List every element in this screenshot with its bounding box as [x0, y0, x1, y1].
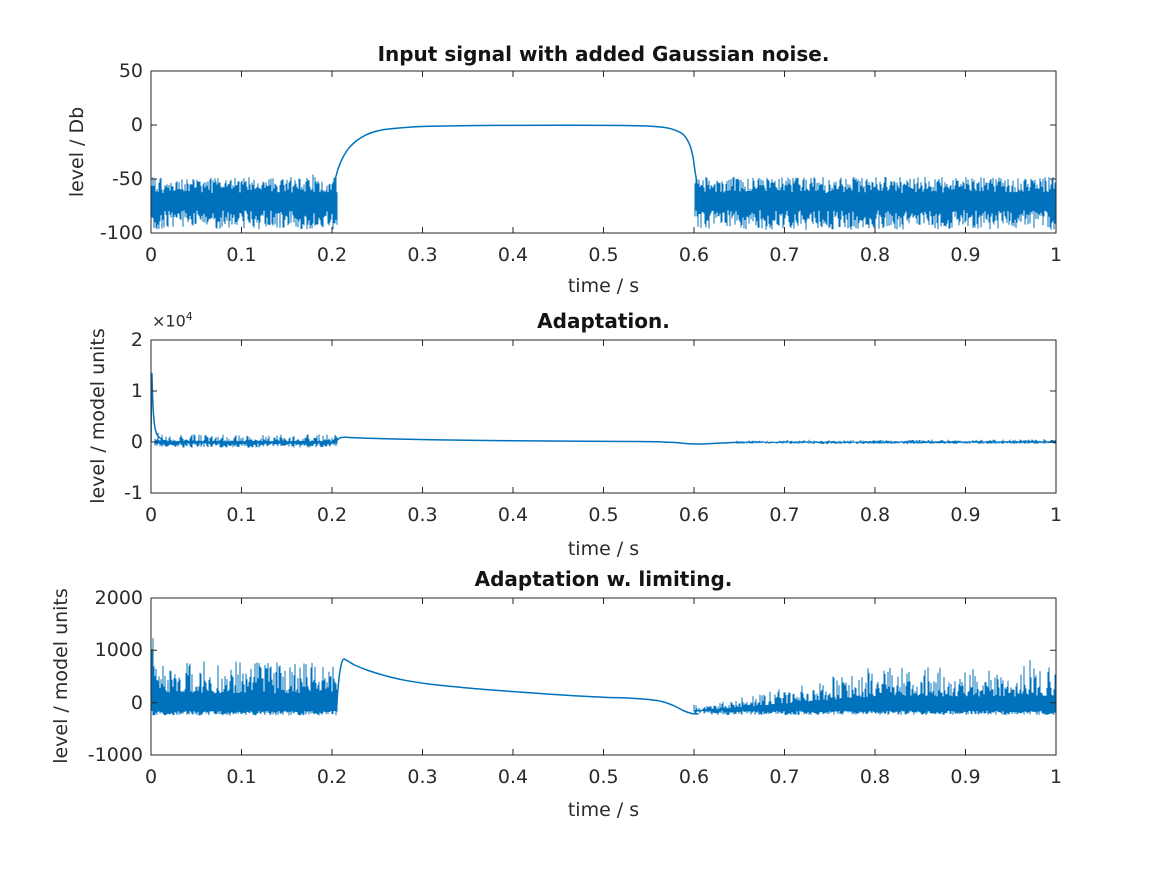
x-tick-label: 0.8	[859, 504, 891, 526]
noise-series	[151, 174, 338, 230]
y-tick-label: 1000	[94, 639, 143, 662]
envelope-curve	[151, 372, 164, 442]
axes-box	[150, 597, 1057, 756]
x-tick-label: 0.8	[859, 244, 891, 266]
y-tick-label: 0	[130, 431, 143, 453]
plot3-series-group	[151, 638, 1056, 716]
y-tick-label: 0	[130, 114, 143, 136]
x-tick-label: 0.1	[226, 244, 257, 266]
x-tick-label: 0.3	[407, 244, 438, 266]
plot2-series-group	[151, 372, 1056, 448]
x-tick-label: 0.3	[407, 504, 438, 526]
x-tick-label: 0.7	[769, 504, 800, 526]
x-tick-label: 0.5	[588, 504, 619, 526]
x-tick-label: 0.6	[678, 244, 710, 266]
plot1-title: Input signal with added Gaussian noise.	[377, 42, 830, 66]
tick-marks	[150, 597, 1057, 756]
noise-series	[151, 638, 338, 716]
y-tick-label: -50	[111, 168, 143, 190]
axes-box	[150, 339, 1057, 494]
y-tick-label: 2	[130, 329, 143, 351]
y-tick-label: -1000	[87, 744, 143, 766]
x-tick-label: 0.9	[950, 244, 981, 266]
x-tick-label: 1	[1049, 504, 1063, 526]
x-tick-label: 0.1	[226, 504, 257, 526]
x-tick-label: 0.6	[678, 766, 710, 788]
x-tick-label: 0.9	[950, 504, 981, 526]
x-tick-label: 0.4	[497, 244, 529, 266]
noise-series	[154, 432, 338, 448]
plot2-ylabel: level / model units	[87, 328, 109, 504]
x-tick-label: 0	[144, 244, 158, 266]
plot3-title: Adaptation w. limiting.	[474, 567, 733, 591]
x-tick-label: 0.9	[950, 766, 981, 788]
x-tick-label: 0.5	[588, 244, 619, 266]
x-tick-label: 1	[1049, 766, 1063, 788]
envelope-curve	[336, 436, 744, 445]
x-tick-label: 0	[144, 504, 158, 526]
plot2-xlabel: time / s	[567, 538, 640, 560]
y-tick-label: 1	[130, 380, 143, 402]
y-tick-label: 50	[118, 60, 143, 82]
tick-marks	[150, 70, 1057, 234]
x-tick-label: 0.4	[497, 766, 529, 788]
x-tick-label: 0.7	[769, 244, 800, 266]
x-tick-label: 1	[1049, 244, 1063, 266]
plot2-title: Adaptation.	[537, 309, 670, 333]
x-tick-label: 0.8	[859, 766, 891, 788]
y-tick-label: 0	[130, 691, 143, 714]
tick-marks	[150, 339, 1057, 494]
x-tick-label: 0.2	[316, 504, 348, 526]
y-tick-label: 2000	[94, 587, 143, 609]
x-tick-label: 0.3	[407, 766, 438, 788]
y-tick-label: -100	[99, 222, 143, 244]
y-tick-label: -1	[124, 482, 143, 504]
envelope-curve	[333, 124, 698, 182]
plot1-series-group	[151, 124, 1056, 230]
plot3-xlabel: time / s	[567, 799, 640, 821]
plot1-xlabel: time / s	[567, 275, 640, 297]
x-tick-label: 0	[144, 766, 158, 788]
x-tick-label: 0.5	[588, 766, 619, 788]
plot2-y-exponent: ×104	[152, 310, 193, 331]
x-tick-label: 0.2	[316, 766, 348, 788]
noise-series	[736, 439, 1056, 444]
x-tick-label: 0.1	[226, 766, 257, 788]
x-tick-label: 0.4	[497, 504, 529, 526]
x-tick-label: 0.6	[678, 504, 710, 526]
x-tick-label: 0.2	[316, 244, 348, 266]
envelope-curve	[335, 658, 699, 715]
plot3-ylabel: level / model units	[50, 588, 72, 764]
x-tick-label: 0.7	[769, 766, 800, 788]
noise-series	[694, 176, 1056, 230]
noise-series	[693, 660, 1056, 715]
